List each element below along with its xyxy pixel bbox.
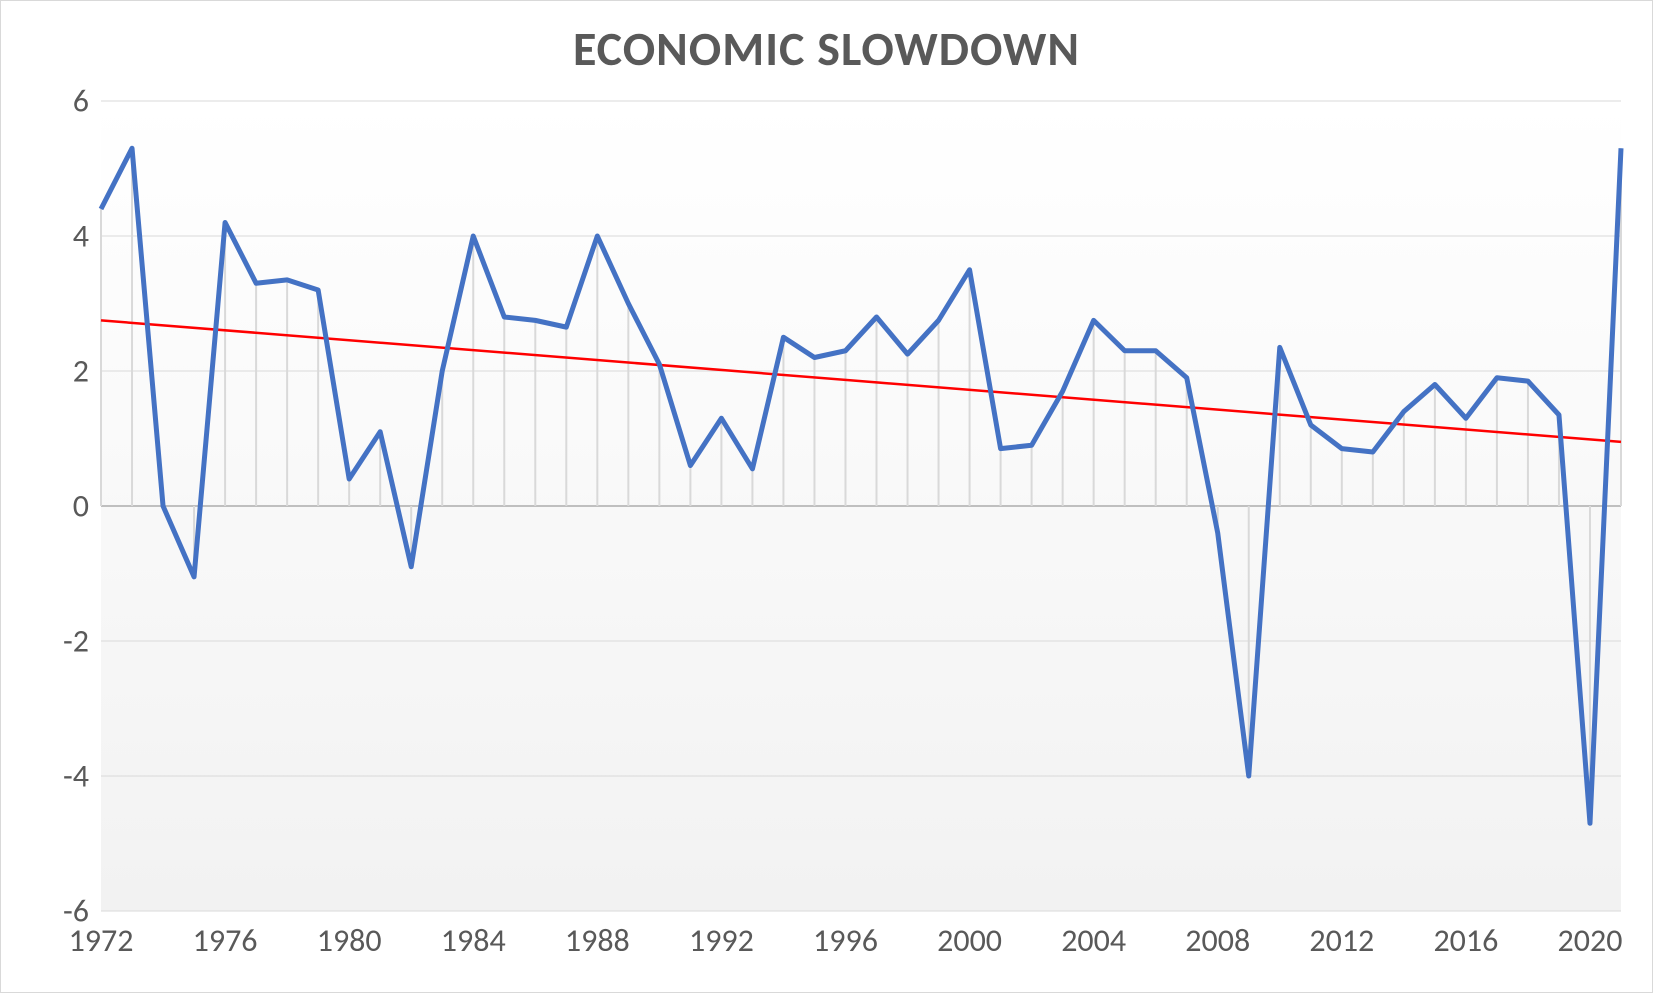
x-axis-label: 1976 [193, 921, 258, 960]
x-axis-label: 1972 [69, 921, 134, 960]
y-axis-label: 6 [29, 82, 89, 121]
x-axis-label: 2004 [1061, 921, 1126, 960]
x-axis-label: 2016 [1433, 921, 1498, 960]
y-axis-label: -4 [29, 757, 89, 796]
y-axis-label: -2 [29, 622, 89, 661]
x-axis-label: 2000 [937, 921, 1002, 960]
x-axis-label: 1992 [689, 921, 754, 960]
x-axis-label: 2008 [1185, 921, 1250, 960]
x-axis-label: 1980 [317, 921, 382, 960]
x-axis-label: 2020 [1558, 921, 1623, 960]
chart-svg [101, 101, 1621, 911]
x-axis-label: 2012 [1309, 921, 1374, 960]
y-axis-label: 2 [29, 352, 89, 391]
chart-container: ECONOMIC SLOWDOWN GDP annual percentage … [0, 0, 1653, 993]
y-axis-label: 4 [29, 217, 89, 256]
x-axis-label: 1988 [565, 921, 630, 960]
y-axis-label: 0 [29, 487, 89, 526]
x-axis-label: 1996 [813, 921, 878, 960]
chart-title: ECONOMIC SLOWDOWN [1, 19, 1652, 78]
x-axis-label: 1984 [441, 921, 506, 960]
plot-area: -6-4-20246197219761980198419881992199620… [101, 101, 1621, 911]
